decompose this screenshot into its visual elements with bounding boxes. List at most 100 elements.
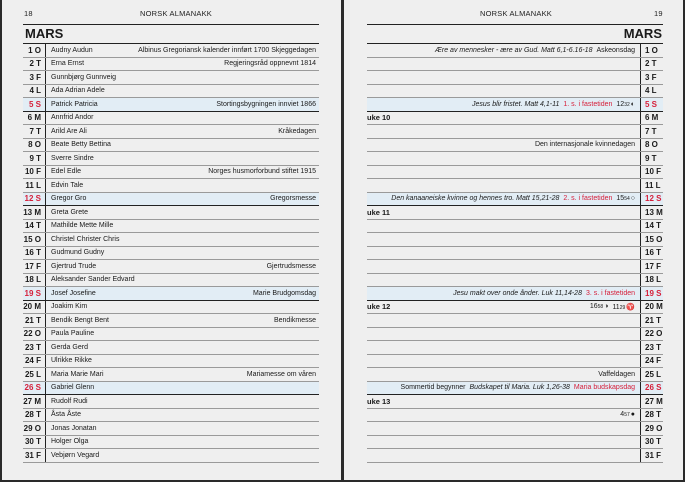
day-note: Bendikmesse xyxy=(273,316,316,324)
time-event: 1232◐ xyxy=(616,101,635,108)
name-days: Christel Christer Chris xyxy=(51,235,120,243)
week-number: uke 11 xyxy=(367,207,390,217)
table-row: 6 M Annfrid Andor xyxy=(23,111,319,125)
day-label: 12 S xyxy=(23,192,46,205)
running-header: NORSK ALMANAKK xyxy=(480,9,552,18)
day-label: 15 O xyxy=(640,233,663,246)
name-days: Mathilde Mette Mille xyxy=(51,222,114,230)
row-content xyxy=(367,71,640,84)
day-label: 4 L xyxy=(640,84,663,97)
day-label: 13 M xyxy=(640,206,663,219)
day-note: Regjeringsråd oppnevnt 1814 xyxy=(224,60,316,68)
day-label: 11 L xyxy=(23,179,46,192)
day-label: 17 F xyxy=(23,260,46,273)
name-days: Joakim Kim xyxy=(51,303,88,311)
day-label: 7 T xyxy=(640,125,663,138)
day-label: 5 S xyxy=(640,98,663,111)
day-note: Norges husmorforbund stiftet 1915 xyxy=(208,168,316,176)
table-row: 2 T xyxy=(367,57,663,71)
name-days: Annfrid Andor xyxy=(51,114,94,122)
table-row: 9 T Sverre Sindre xyxy=(23,152,319,166)
day-label: 8 O xyxy=(23,138,46,151)
name-days: Aleksander Sander Edvard xyxy=(51,276,135,284)
row-content xyxy=(367,328,640,341)
day-label: 20 M xyxy=(23,300,46,313)
day-label: 2 T xyxy=(640,57,663,70)
table-row: 15 O xyxy=(367,233,663,247)
row-content xyxy=(367,152,640,165)
day-label: 7 T xyxy=(23,125,46,138)
row-notes: Den internasjonale kvinnedagen xyxy=(535,141,635,148)
table-row: Jesus blir fristet. Matt 4,1-11 1. s. i f… xyxy=(367,98,663,112)
day-label: 28 T xyxy=(640,408,663,421)
name-days: Audny Audun xyxy=(51,46,93,54)
name-days: Beate Betty Bettina xyxy=(51,141,111,149)
name-days: Patrick Patricia xyxy=(51,100,98,108)
day-label: 23 T xyxy=(640,341,663,354)
table-row: 28 T Åsta Åste xyxy=(23,408,319,422)
table-row: 26 S Gabriel Glenn xyxy=(23,381,319,395)
row-notes: 457● xyxy=(620,411,635,418)
month-title: MARS xyxy=(623,26,662,41)
day-label: 26 S xyxy=(23,381,46,394)
table-row: 30 T Holger Olga xyxy=(23,435,319,449)
day-label: 15 O xyxy=(23,233,46,246)
row-content xyxy=(367,233,640,246)
row-content: Den kanaaneiske kvinne og hennes tro. Ma… xyxy=(367,193,640,206)
note-text: Jesu makt over onde ånder. Luk 11,14-28 xyxy=(453,289,582,297)
last-quarter-moon-icon: ◐ xyxy=(630,100,635,108)
row-content xyxy=(367,274,640,287)
row-notes: Ære av mennesker - ære av Gud. Matt 6,1-… xyxy=(435,47,635,54)
day-label: 18 L xyxy=(640,273,663,286)
left-page: 18 NORSK ALMANAKK MARS 1 O Audny Audun Alb… xyxy=(2,0,341,480)
right-page: NORSK ALMANAKK 19 MARS Ære av mennesker … xyxy=(344,0,683,480)
time-event: 1658◑ xyxy=(590,303,609,310)
table-row: 17 F Gjertrud Trude Gjertrudsmesse xyxy=(23,260,319,274)
row-content xyxy=(367,179,640,192)
day-label: 27 M xyxy=(640,395,663,408)
table-row: uke 11 13 M xyxy=(367,206,663,220)
day-note: Gjertrudsmesse xyxy=(266,262,316,270)
day-label: 9 T xyxy=(640,152,663,165)
table-row: 10 F xyxy=(367,165,663,179)
note-text: 2. s. i fastetiden xyxy=(563,195,613,203)
time-minutes: 57 xyxy=(624,412,630,419)
time-minutes: 58 xyxy=(597,304,604,311)
name-days: Rudolf Rudi xyxy=(51,397,88,405)
day-note: Gregorsmesse xyxy=(270,195,316,203)
day-label: 16 T xyxy=(640,246,663,259)
table-row: 4 L xyxy=(367,84,663,98)
table-row: 22 O Paula Pauline xyxy=(23,327,319,341)
day-label: 31 F xyxy=(640,449,663,462)
row-content: Ære av mennesker - ære av Gud. Matt 6,1-… xyxy=(367,44,640,57)
name-days: Greta Grete xyxy=(51,208,88,216)
day-label: 5 S xyxy=(23,98,46,111)
row-content xyxy=(367,125,640,138)
time-minutes: 29 xyxy=(619,304,626,311)
time-event: 1554○ xyxy=(616,195,635,202)
row-content xyxy=(367,422,640,435)
name-days: Gunnbjørg Gunnveig xyxy=(51,73,116,81)
table-row: Den kanaaneiske kvinne og hennes tro. Ma… xyxy=(367,192,663,206)
time-event: 457● xyxy=(620,411,635,418)
table-row: Den internasjonale kvinnedagen 8 O xyxy=(367,138,663,152)
table-row: Sommertid begynner Budskapet til Maria. L… xyxy=(367,381,663,395)
table-row: 11 L xyxy=(367,179,663,193)
note-text: 1. s. i fastetiden xyxy=(563,100,613,108)
row-content xyxy=(367,166,640,179)
table-row: 8 O Beate Betty Bettina xyxy=(23,138,319,152)
day-label: 31 F xyxy=(23,449,46,462)
table-row: 7 T Arild Are Ali Kråkedagen xyxy=(23,125,319,139)
aries-equinox-icon: ♈ xyxy=(626,303,635,311)
day-label: 30 T xyxy=(23,435,46,448)
name-days: Edvin Tale xyxy=(51,181,84,189)
day-label: 2 T xyxy=(23,57,46,70)
note-text: Budskapet til Maria. Luk 1,26-38 xyxy=(469,384,570,392)
time-hours: 11 xyxy=(612,303,620,311)
day-label: 19 S xyxy=(23,287,46,300)
name-days: Gregor Gro xyxy=(51,195,87,203)
row-content: uke 10 xyxy=(367,112,640,125)
table-row: 30 T xyxy=(367,435,663,449)
row-content: Sommertid begynner Budskapet til Maria. L… xyxy=(367,382,640,395)
name-days: Maria Marie Mari xyxy=(51,370,104,378)
